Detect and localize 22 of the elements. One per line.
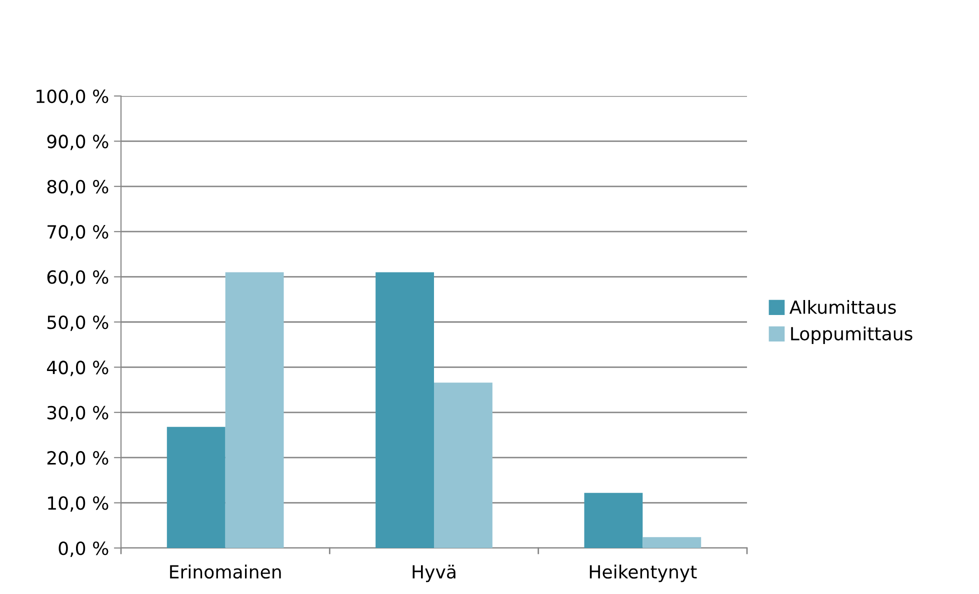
legend-label: Alkumittaus <box>790 300 896 314</box>
bar <box>434 382 492 548</box>
y-tick-label: 20,0 % <box>47 451 108 467</box>
y-tick-label: 0,0 % <box>58 541 108 557</box>
x-tick-label: Heikentynyt <box>590 564 697 582</box>
legend-label: Loppumittaus <box>791 326 912 344</box>
y-tick-label: 90,0 % <box>47 134 108 150</box>
bar <box>642 537 702 548</box>
bar <box>166 426 226 548</box>
y-tick-label: 60,0 % <box>47 270 108 286</box>
x-tick-label: Erinomainen <box>170 564 281 579</box>
y-tick-label: 80,0 % <box>47 180 108 196</box>
x-tick-label: Hyvä <box>412 564 456 582</box>
y-tick-label: 30,0 % <box>47 406 108 422</box>
y-tick-label: 70,0 % <box>48 225 108 241</box>
bar <box>376 272 434 548</box>
bar <box>584 492 643 548</box>
y-tick-label: 50,0 % <box>47 315 108 331</box>
y-tick-label: 100,0 % <box>36 89 108 105</box>
bar <box>225 272 284 548</box>
y-tick-label: 10,0 % <box>48 496 108 512</box>
y-tick-label: 40,0 % <box>46 360 108 376</box>
